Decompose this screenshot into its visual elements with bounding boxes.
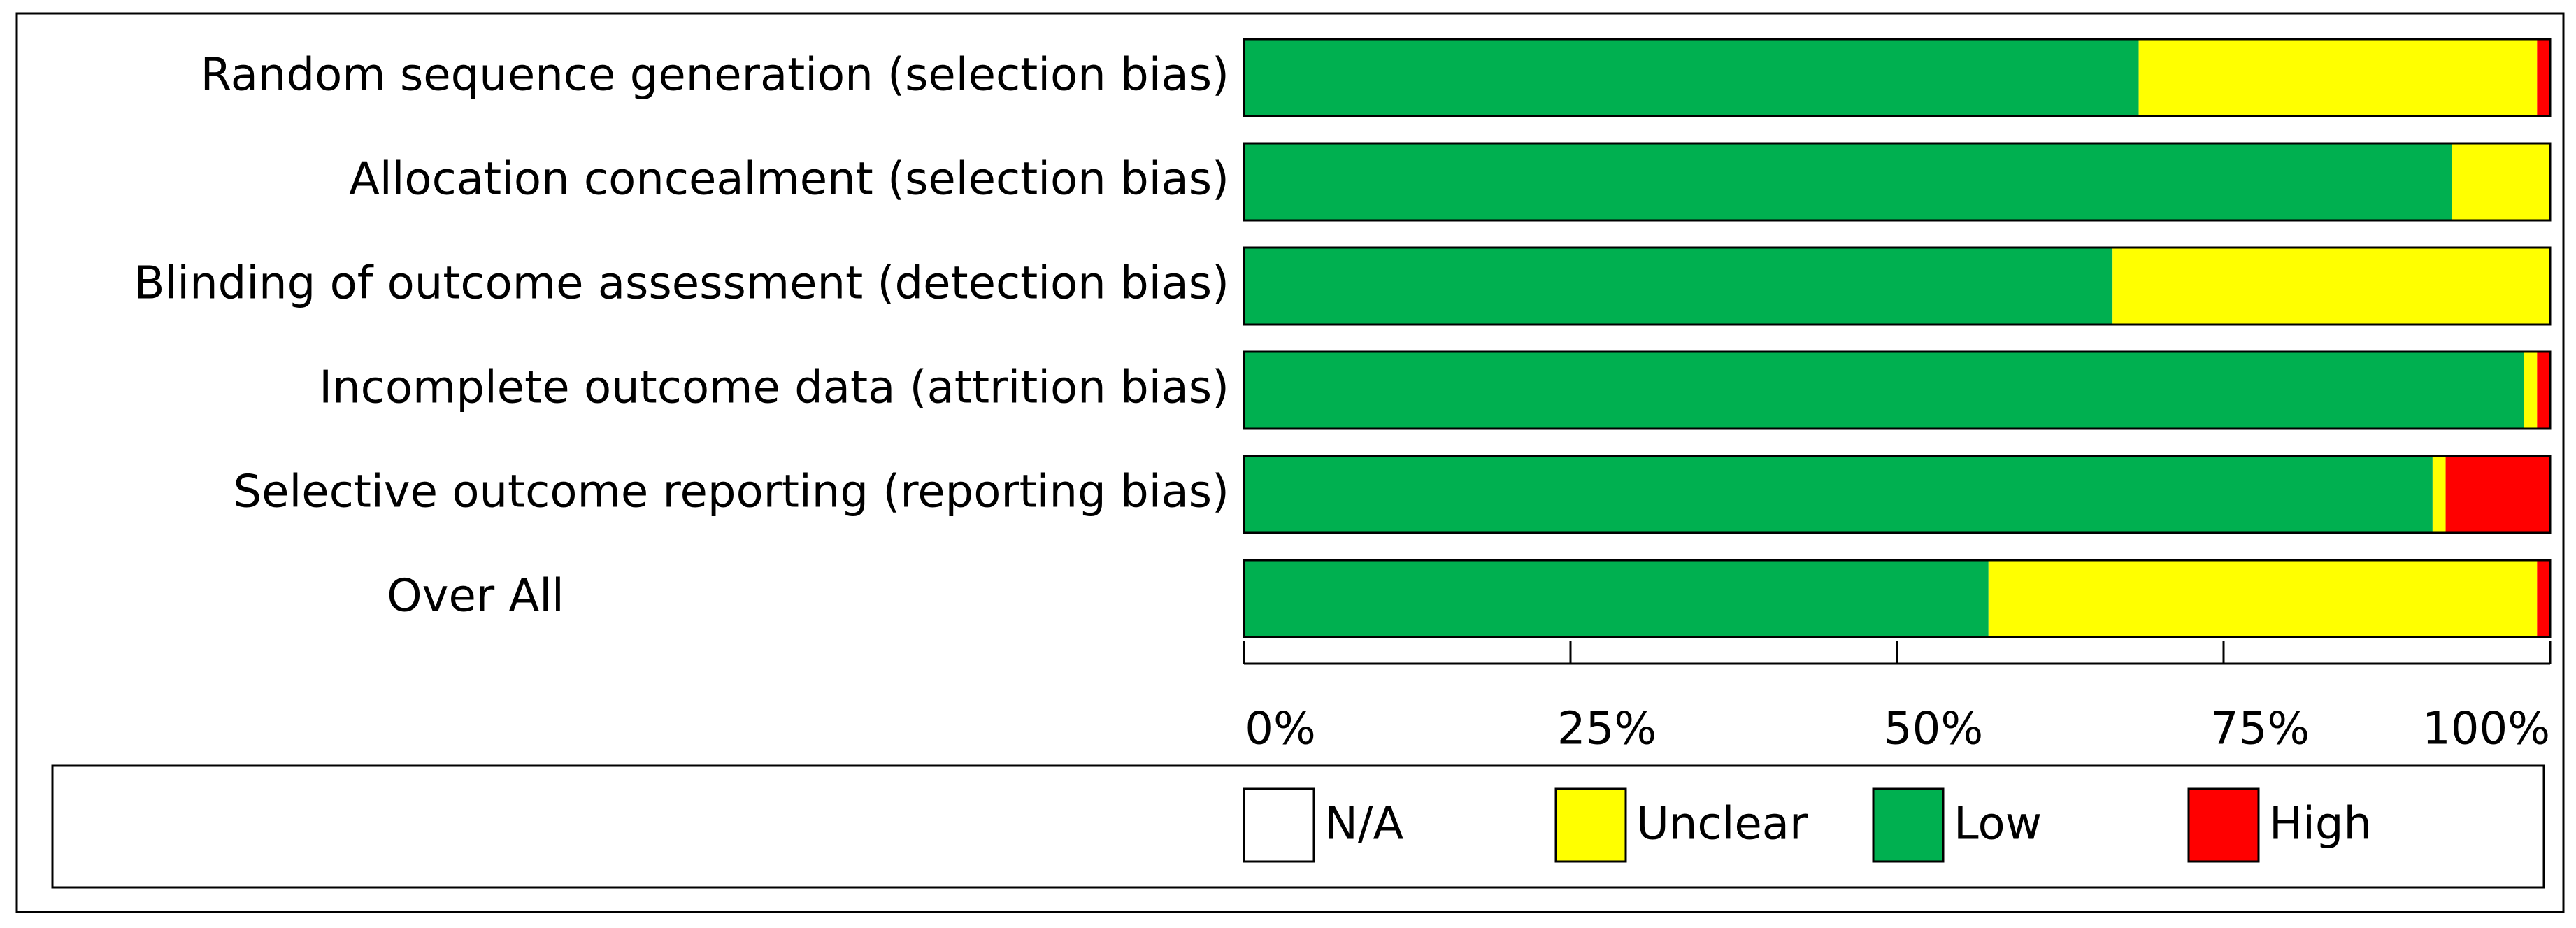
- bar-segment: [2537, 352, 2550, 429]
- bar-segment: [1244, 456, 2433, 533]
- legend-label: Unclear: [1636, 799, 1808, 850]
- legend-swatch: [2187, 787, 2260, 863]
- bar-segment: [2537, 560, 2550, 637]
- legend-label: N/A: [1324, 799, 1403, 850]
- x-tick-label: 50%: [1884, 704, 1983, 755]
- bar-outline: [1243, 559, 2552, 638]
- row-label: Allocation concealment (selection bias): [349, 154, 1229, 206]
- legend-swatch: [1554, 787, 1627, 863]
- bar-segment: [2432, 456, 2446, 533]
- row-label: Over All: [387, 571, 564, 622]
- bar-segment: [2138, 39, 2538, 116]
- bar-segment: [2452, 143, 2550, 220]
- bar-outline: [1243, 455, 2552, 534]
- bar-outline: [1243, 142, 2552, 222]
- bar-segment: [1244, 248, 2113, 324]
- row-label: Random sequence generation (selection bi…: [201, 50, 1229, 101]
- bar-segment: [1244, 143, 2452, 220]
- legend-swatch: [1243, 787, 1315, 863]
- x-tick-label: 75%: [2210, 704, 2310, 755]
- legend-label: High: [2269, 799, 2372, 850]
- bar-segment: [1244, 560, 1989, 637]
- x-tick-label: 100%: [2422, 704, 2550, 755]
- bar-outline: [1243, 246, 2552, 326]
- legend-label: Low: [1954, 799, 2042, 850]
- bar-segment: [2445, 456, 2550, 533]
- bar-segment: [1244, 39, 2139, 116]
- bar-segment: [1244, 352, 2524, 429]
- legend-swatch: [1872, 787, 1945, 863]
- bar-outline: [1243, 38, 2552, 117]
- bar-outline: [1243, 350, 2552, 430]
- bar-segment: [1988, 560, 2538, 637]
- x-tick-label: 0%: [1245, 704, 1316, 755]
- bar-segment: [2537, 39, 2550, 116]
- x-tick-label: 25%: [1557, 704, 1656, 755]
- bar-segment: [2524, 352, 2538, 429]
- row-label: Selective outcome reporting (reporting b…: [234, 466, 1230, 518]
- row-label: Blinding of outcome assessment (detectio…: [134, 258, 1229, 310]
- bar-segment: [2112, 248, 2550, 324]
- row-label: Incomplete outcome data (attrition bias): [319, 362, 1229, 414]
